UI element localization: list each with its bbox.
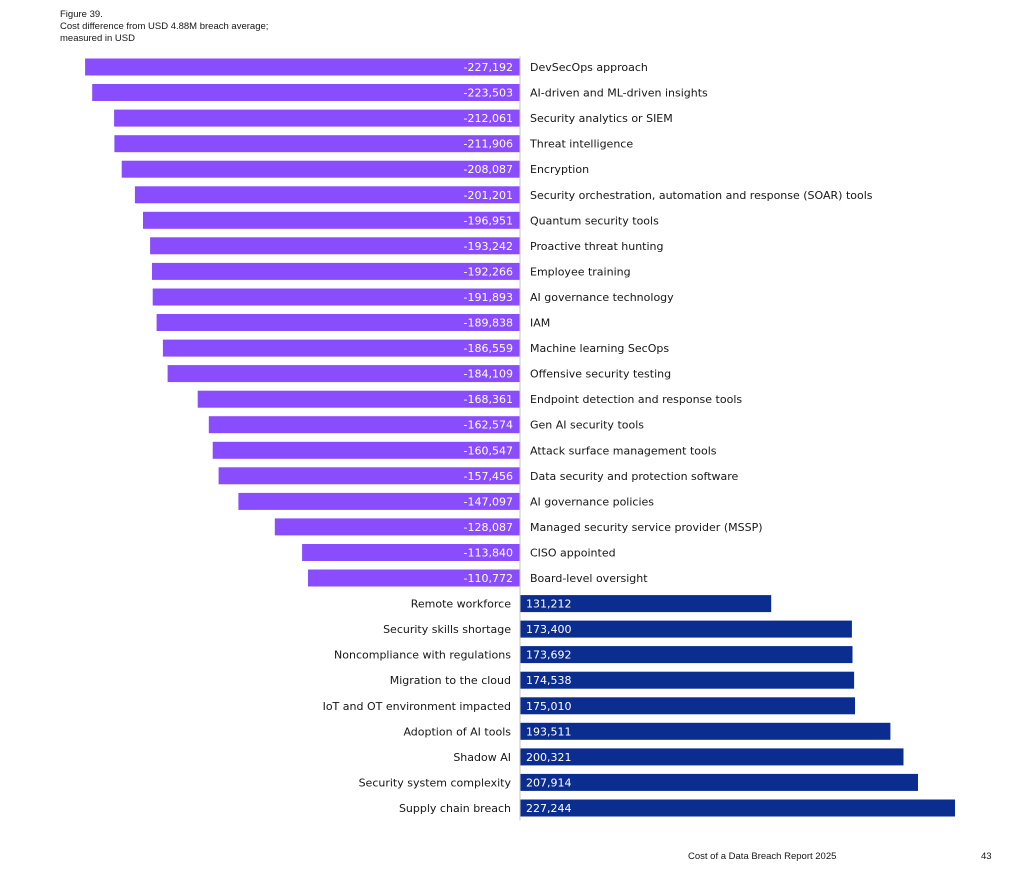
bar-value-label-1: -227,192 [464,61,513,74]
bar-5 [121,160,520,178]
category-label-2: AI-driven and ML-driven insights [530,87,708,100]
category-label-9: Employee training [530,265,631,278]
bar-value-label-30: 227,244 [526,802,572,815]
category-label-1: DevSecOps approach [530,61,648,74]
bar-9 [152,262,520,280]
category-label-29: Security system complexity [359,776,512,789]
category-label-25: Migration to the cloud [390,674,511,687]
bar-value-label-3: -212,061 [464,112,513,125]
category-label-11: IAM [530,317,550,330]
bar-21 [308,569,520,587]
category-label-24: Noncompliance with regulations [334,649,511,662]
category-label-21: Board-level oversight [530,572,648,585]
category-label-6: Security orchestration, automation and r… [530,189,873,202]
category-label-10: AI governance technology [530,291,674,304]
bar-30 [520,799,955,817]
figure-subtitle-line2: measured in USD [60,33,135,44]
bar-value-label-29: 207,914 [526,776,572,789]
bar-2 [92,84,520,101]
bar-value-label-18: -147,097 [464,495,513,508]
footer-page-number: 43 [981,851,992,862]
bar-value-label-10: -191,893 [464,291,513,304]
bar-value-label-14: -168,361 [464,393,513,406]
bar-26 [520,697,855,715]
bar-value-label-11: -189,838 [464,317,513,330]
bar-value-label-5: -208,087 [464,163,513,176]
bar-7 [143,211,520,229]
bar-10 [152,288,520,306]
bar-20 [302,544,520,561]
category-label-27: Adoption of AI tools [403,725,511,738]
category-label-22: Remote workforce [411,598,511,611]
bar-value-label-12: -186,559 [464,342,513,355]
category-label-8: Proactive threat hunting [530,240,664,253]
bar-29 [520,773,918,791]
bar-12 [162,339,520,357]
bar-value-label-17: -157,456 [464,470,513,483]
category-label-15: Gen AI security tools [530,419,644,432]
category-label-7: Quantum security tools [530,214,659,227]
category-label-5: Encryption [530,163,589,176]
bar-value-label-9: -192,266 [464,265,513,278]
bar-value-label-2: -223,503 [464,87,513,100]
bar-value-label-24: 173,692 [526,649,572,662]
bar-8 [150,237,520,255]
category-label-20: CISO appointed [530,547,616,560]
category-label-30: Supply chain breach [399,802,511,815]
bar-value-label-4: -211,906 [464,138,513,151]
category-label-23: Security skills shortage [383,623,511,636]
bar-value-label-13: -184,109 [464,368,513,381]
bar-value-label-8: -193,242 [464,240,513,253]
category-label-19: Managed security service provider (MSSP) [530,521,763,534]
category-label-16: Attack surface management tools [530,444,717,457]
bar-value-label-15: -162,574 [464,419,513,432]
bar-value-label-27: 193,511 [526,725,572,738]
bar-24 [520,646,853,664]
category-label-13: Offensive security testing [530,368,671,381]
category-label-18: AI governance policies [530,495,654,508]
bar-16 [212,441,520,459]
bar-value-label-26: 175,010 [526,700,572,713]
bar-value-label-7: -196,951 [464,214,513,227]
bar-19 [274,518,520,536]
category-label-17: Data security and protection software [530,470,739,483]
bar-17 [218,467,520,485]
footer-report-title: Cost of a Data Breach Report 2025 [688,851,837,862]
bar-14 [197,390,520,408]
bar-value-label-6: -201,201 [464,189,513,202]
bar-value-label-23: 173,400 [526,623,572,636]
category-label-26: IoT and OT environment impacted [323,700,511,713]
figure-subtitle-line1: Cost difference from USD 4.88M breach av… [60,21,269,32]
bar-15 [208,416,521,434]
bar-1 [85,58,520,76]
bar-value-label-21: -110,772 [464,572,513,585]
figure-header: Figure 39. Cost difference from USD 4.88… [60,9,268,45]
bar-25 [520,671,855,689]
bar-value-label-16: -160,547 [464,444,513,457]
bar-28 [520,748,904,766]
bar-13 [167,365,520,383]
bar-value-label-22: 131,212 [526,598,572,611]
category-label-14: Endpoint detection and response tools [530,393,742,406]
bar-value-label-28: 200,321 [526,751,572,764]
bar-18 [238,492,520,510]
bar-27 [520,722,891,740]
figure-label: Figure 39. [60,9,103,20]
category-label-12: Machine learning SecOps [530,342,669,355]
bar-22 [520,595,772,613]
bar-11 [156,314,520,331]
bar-23 [520,620,852,638]
bar-value-label-20: -113,840 [464,547,513,560]
bar-value-label-25: 174,538 [526,674,572,687]
category-label-3: Security analytics or SIEM [530,112,673,125]
category-label-28: Shadow AI [453,751,511,764]
bar-3 [114,109,520,127]
bar-value-label-19: -128,087 [464,521,513,534]
bar-4 [114,135,521,153]
bar-6 [134,186,520,204]
category-label-4: Threat intelligence [529,138,633,151]
